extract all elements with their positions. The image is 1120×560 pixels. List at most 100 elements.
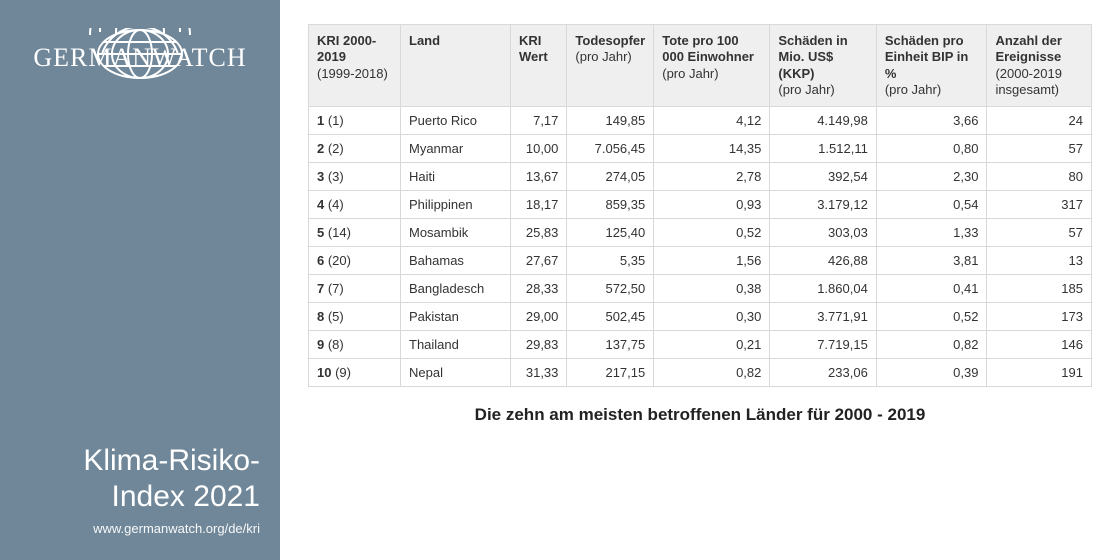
sidebar-title-line2: Index 2021	[112, 480, 260, 513]
cell-ereig: 317	[987, 191, 1092, 219]
cell-schaden: 1.860,04	[770, 275, 876, 303]
col-header-label: KRI Wert	[519, 33, 548, 64]
cell-schaden: 3.771,91	[770, 303, 876, 331]
cell-tote: 5,35	[567, 247, 654, 275]
cell-land: Mosambik	[401, 219, 511, 247]
sidebar: GERMANWATCH Klima-Risiko- Index 2021 www…	[0, 0, 280, 560]
cell-land: Thailand	[401, 331, 511, 359]
table-row: 3 (3)Haiti13,67274,052,78392,542,3080	[309, 163, 1092, 191]
table-row: 9 (8)Thailand29,83137,750,217.719,150,82…	[309, 331, 1092, 359]
cell-schaden: 303,03	[770, 219, 876, 247]
sidebar-url: www.germanwatch.org/de/kri	[20, 521, 260, 536]
col-header-label: Schäden pro Einheit BIP in %	[885, 33, 969, 81]
table-row: 7 (7)Bangladesch28,33572,500,381.860,040…	[309, 275, 1092, 303]
cell-rank: 2 (2)	[309, 135, 401, 163]
sidebar-title-line1: Klima-Risiko-	[83, 444, 260, 477]
cell-bip: 0,39	[876, 359, 987, 387]
col-header-land: Land	[401, 25, 511, 107]
cell-bip: 1,33	[876, 219, 987, 247]
cell-tote: 859,35	[567, 191, 654, 219]
cell-tote: 7.056,45	[567, 135, 654, 163]
col-header-sublabel: (pro Jahr)	[662, 66, 718, 81]
cell-bip: 0,52	[876, 303, 987, 331]
table-body: 1 (1)Puerto Rico7,17149,854,124.149,983,…	[309, 107, 1092, 387]
cell-wert: 7,17	[511, 107, 567, 135]
col-header-wert: KRI Wert	[511, 25, 567, 107]
cell-ereig: 13	[987, 247, 1092, 275]
cell-land: Philippinen	[401, 191, 511, 219]
col-header-label: KRI 2000-2019	[317, 33, 376, 64]
col-header-sublabel: (2000-2019 insgesamt)	[995, 66, 1062, 97]
rank-current: 10	[317, 365, 331, 380]
cell-rank: 5 (14)	[309, 219, 401, 247]
cell-tote: 502,45	[567, 303, 654, 331]
cell-land: Nepal	[401, 359, 511, 387]
table-row: 10 (9)Nepal31,33217,150,82233,060,39191	[309, 359, 1092, 387]
cell-wert: 25,83	[511, 219, 567, 247]
cell-bip: 3,66	[876, 107, 987, 135]
table-caption: Die zehn am meisten betroffenen Länder f…	[308, 405, 1092, 425]
cell-tote: 137,75	[567, 331, 654, 359]
root: GERMANWATCH Klima-Risiko- Index 2021 www…	[0, 0, 1120, 560]
cell-land: Puerto Rico	[401, 107, 511, 135]
rank-previous: (4)	[324, 197, 344, 212]
col-header-sublabel: (pro Jahr)	[575, 49, 631, 64]
rank-previous: (3)	[324, 169, 344, 184]
col-header-label: Schäden in Mio. US$ (KKP)	[778, 33, 847, 81]
cell-wert: 10,00	[511, 135, 567, 163]
rank-previous: (7)	[324, 281, 344, 296]
table-row: 6 (20)Bahamas27,675,351,56426,883,8113	[309, 247, 1092, 275]
cell-bip: 0,41	[876, 275, 987, 303]
col-header-label: Anzahl der Ereignisse	[995, 33, 1061, 64]
cell-schaden: 1.512,11	[770, 135, 876, 163]
brand-text: GERMANWATCH	[33, 43, 246, 72]
cell-bip: 0,82	[876, 331, 987, 359]
cell-wert: 29,83	[511, 331, 567, 359]
table-row: 1 (1)Puerto Rico7,17149,854,124.149,983,…	[309, 107, 1092, 135]
cell-schaden: 426,88	[770, 247, 876, 275]
table-header-row: KRI 2000-2019(1999-2018)LandKRI WertTode…	[309, 25, 1092, 107]
col-header-tote100k: Tote pro 100 000 Einwohner (pro Jahr)	[654, 25, 770, 107]
cell-tote: 572,50	[567, 275, 654, 303]
col-header-label: Tote pro 100 000 Einwohner	[662, 33, 754, 64]
cell-land: Bahamas	[401, 247, 511, 275]
cell-rank: 1 (1)	[309, 107, 401, 135]
rank-previous: (1)	[324, 113, 344, 128]
cell-schaden: 392,54	[770, 163, 876, 191]
cell-tote100k: 0,30	[654, 303, 770, 331]
cell-bip: 0,80	[876, 135, 987, 163]
cell-tote100k: 1,56	[654, 247, 770, 275]
cell-wert: 31,33	[511, 359, 567, 387]
cell-tote: 149,85	[567, 107, 654, 135]
cell-land: Myanmar	[401, 135, 511, 163]
table-row: 4 (4)Philippinen18,17859,350,933.179,120…	[309, 191, 1092, 219]
cell-land: Haiti	[401, 163, 511, 191]
cell-wert: 28,33	[511, 275, 567, 303]
cell-ereig: 185	[987, 275, 1092, 303]
sidebar-spacer	[20, 103, 260, 443]
cell-tote100k: 0,52	[654, 219, 770, 247]
col-header-schaden: Schäden in Mio. US$ (KKP)(pro Jahr)	[770, 25, 876, 107]
cell-tote: 217,15	[567, 359, 654, 387]
rank-previous: (2)	[324, 141, 344, 156]
brand-logo: GERMANWATCH	[20, 28, 260, 103]
cell-ereig: 24	[987, 107, 1092, 135]
cell-rank: 4 (4)	[309, 191, 401, 219]
cell-wert: 18,17	[511, 191, 567, 219]
cell-bip: 3,81	[876, 247, 987, 275]
cell-tote100k: 0,93	[654, 191, 770, 219]
cell-rank: 8 (5)	[309, 303, 401, 331]
cell-schaden: 233,06	[770, 359, 876, 387]
cell-tote100k: 0,21	[654, 331, 770, 359]
sidebar-title: Klima-Risiko- Index 2021	[20, 443, 260, 515]
rank-previous: (8)	[324, 337, 344, 352]
cell-ereig: 146	[987, 331, 1092, 359]
table-row: 5 (14)Mosambik25,83125,400,52303,031,335…	[309, 219, 1092, 247]
col-header-bip: Schäden pro Einheit BIP in %(pro Jahr)	[876, 25, 987, 107]
table-head: KRI 2000-2019(1999-2018)LandKRI WertTode…	[309, 25, 1092, 107]
rank-previous: (5)	[324, 309, 344, 324]
cell-rank: 7 (7)	[309, 275, 401, 303]
globe-icon: GERMANWATCH	[30, 28, 250, 98]
col-header-label: Todesopfer	[575, 33, 645, 48]
cell-tote100k: 14,35	[654, 135, 770, 163]
